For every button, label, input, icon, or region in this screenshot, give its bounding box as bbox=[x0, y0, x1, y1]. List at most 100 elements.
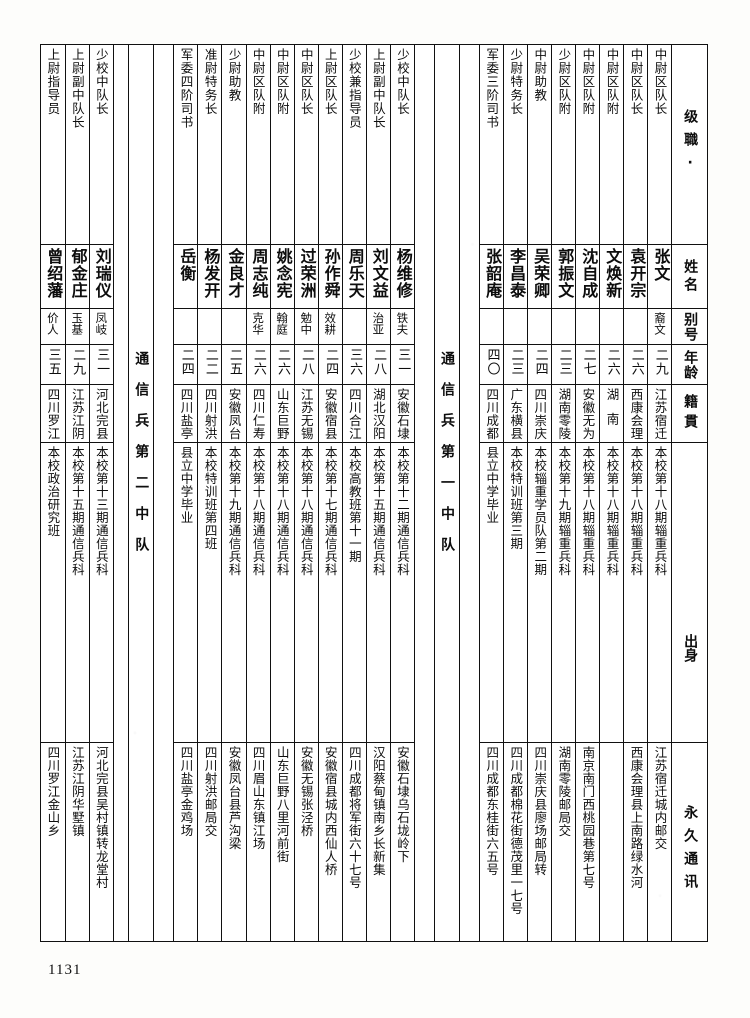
cell-origin: 本校第十九期辎重兵科 bbox=[552, 443, 576, 743]
cell-name: 郁金庄 bbox=[65, 245, 89, 309]
cell-alias bbox=[576, 309, 600, 345]
cell-native-place: 四川射洪 bbox=[198, 385, 222, 443]
roster-entry-column[interactable]: 中尉助教 吴荣卿 二四 四川崇庆 本校辎重学员队第二期 四川崇庆县廖场邮局转 bbox=[527, 45, 552, 941]
cell-alias bbox=[552, 309, 576, 345]
cell-name: 周志纯 bbox=[246, 245, 270, 309]
roster-entry-column[interactable]: 军委四阶司书 岳衡 二四 四川盐亭 县立中学毕业 四川盐亭金鸡场 bbox=[173, 45, 198, 941]
cell-age: 三六 bbox=[342, 345, 366, 385]
cell-origin: 本校第十五期通信兵科 bbox=[366, 443, 390, 743]
cell-rank: 上尉副中队长 bbox=[65, 45, 89, 245]
roster-entry-column[interactable]: 中尉区队附 文焕新 二六 湖南 本校第十八期辎重兵科 bbox=[599, 45, 624, 941]
cell-name: 刘瑞仪 bbox=[89, 245, 113, 309]
cell-age: 四〇 bbox=[480, 345, 504, 385]
cell-permanent-address: 四川成都东桂街六五号 bbox=[484, 746, 500, 876]
group-label: 通信兵第一中队 bbox=[438, 351, 455, 568]
cell-alias: 效耕 bbox=[318, 309, 342, 345]
cell-alias bbox=[624, 309, 648, 345]
cell-age: 二七 bbox=[576, 345, 600, 385]
cell-name: 吴荣卿 bbox=[528, 245, 552, 309]
cell-origin: 本校第十八期通信兵科 bbox=[246, 443, 270, 743]
cell-permanent-address bbox=[600, 743, 623, 941]
cell-native-place: 四川罗江 bbox=[40, 385, 65, 443]
roster-entry-column[interactable]: 少尉特务长 李昌泰 二三 广东横县 本校特训班第三期 四川成都棉花街德茂里一七号 bbox=[503, 45, 528, 941]
roster-entry-column[interactable]: 中尉区队长 袁开宗 二六 西康会理 本校第十八期辎重兵科 西康会理县上南路绿水河 bbox=[623, 45, 648, 941]
cell-age: 二八 bbox=[366, 345, 390, 385]
roster-entry-column[interactable]: 中尉区队附 沈自成 二七 安徽无为 本校第十八期辎重兵科 南京南门西桃园巷第七号 bbox=[575, 45, 600, 941]
cell-age: 二六 bbox=[600, 345, 624, 385]
cell-alias: 玉基 bbox=[65, 309, 89, 345]
cell-name: 孙作舜 bbox=[318, 245, 342, 309]
cell-origin: 本校第十八期辎重兵科 bbox=[600, 443, 624, 743]
cell-native-place: 湖南零陵 bbox=[552, 385, 576, 443]
cell-name: 沈自成 bbox=[576, 245, 600, 309]
cell-permanent-address: 四川罗江金山乡 bbox=[45, 746, 61, 837]
cell-origin: 本校政治研究班 bbox=[40, 443, 65, 743]
cell-rank: 上尉区队长 bbox=[318, 45, 342, 245]
cell-alias: 勉中 bbox=[294, 309, 318, 345]
roster-entry-column[interactable]: 少尉助教 金良才 二五 安徽凤台 本校第十九期通信兵科 安徽凤台县芦沟梁 bbox=[221, 45, 246, 941]
roster-entry-column[interactable]: 上尉副中队长 郁金庄 玉基 二九 江苏江阴 本校第十五期通信兵科 江苏江阴华墅镇 bbox=[64, 45, 89, 941]
cell-permanent-address: 安徽宿县城内西仙人桥 bbox=[322, 746, 338, 876]
roster-entry-column[interactable]: 少校中队长 杨维修 铁夫 三一 安徽石埭 本校第十二期通信兵科 安徽石埭乌石垅岭… bbox=[389, 45, 414, 941]
cell-origin: 本校第十八期辎重兵科 bbox=[576, 443, 600, 743]
roster-entry-column[interactable]: 上尉副中队长 刘文益 治亚 二八 湖北汉阳 本校第十五期通信兵科 汉阳蔡甸镇南乡… bbox=[365, 45, 390, 941]
cell-name: 张文 bbox=[648, 245, 672, 309]
row-header-origin: 出身 bbox=[672, 443, 707, 743]
cell-age: 二六 bbox=[270, 345, 294, 385]
roster-entry-column[interactable]: 中尉区队长 过荣洲 勉中 二八 江苏无锡 本校第十八期通信兵科 安徽无锡张泾桥 bbox=[293, 45, 318, 941]
cell-alias: 翰庭 bbox=[270, 309, 294, 345]
page-number: 1131 bbox=[48, 962, 82, 978]
roster-entry-column[interactable]: 中尉区队附 姚念宪 翰庭 二六 山东巨野 本校第十八期通信兵科 山东巨野八里河前… bbox=[269, 45, 294, 941]
cell-permanent-address: 四川射洪邮局交 bbox=[202, 746, 218, 837]
cell-age: 三一 bbox=[89, 345, 113, 385]
cell-origin: 本校第十八期通信兵科 bbox=[294, 443, 318, 743]
cell-rank: 少尉助教 bbox=[222, 45, 246, 245]
cell-age: 三一 bbox=[390, 345, 414, 385]
roster-entry-column[interactable]: 少校兼指导员 周乐天 三六 四川合江 本校高教班第十一期 四川成都将军街六十七号 bbox=[341, 45, 366, 941]
roster-entry-column[interactable]: 上尉区队长 孙作舜 效耕 二四 安徽宿县 本校第十七期通信兵科 安徽宿县城内西仙… bbox=[317, 45, 342, 941]
cell-permanent-address: 四川成都将军街六十七号 bbox=[346, 746, 362, 889]
roster-entry-column[interactable]: 上尉指导员 曾绍藩 价人 三五 四川罗江 本校政治研究班 四川罗江金山乡 bbox=[40, 45, 65, 941]
cell-permanent-address: 四川眉山东镇江场 bbox=[250, 746, 266, 850]
group-heading-communications-2nd-company: 通信兵第二中队 bbox=[128, 45, 153, 941]
cell-permanent-address: 汉阳蔡甸镇南乡长新集 bbox=[370, 746, 386, 876]
cell-alias: 凤岐 bbox=[89, 309, 113, 345]
cell-name: 过荣洲 bbox=[294, 245, 318, 309]
cell-permanent-address: 西康会理县上南路绿水河 bbox=[628, 746, 644, 889]
cell-origin: 本校辎重学员队第二期 bbox=[528, 443, 552, 743]
personnel-roster-table: 级職· 姓名 别号 年龄 籍貫 出身 永久通讯 中尉区队长 张文 裔文 二九 江… bbox=[40, 44, 708, 942]
group-label: 通信兵第二中队 bbox=[133, 351, 150, 568]
cell-native-place: 江苏无锡 bbox=[294, 385, 318, 443]
roster-entry-column[interactable]: 少尉区队附 郭振文 二三 湖南零陵 本校第十九期辎重兵科 湖南零陵邮局交 bbox=[551, 45, 576, 941]
roster-entry-column[interactable]: 准尉特务长 杨发开 二二 四川射洪 本校特训班第四班 四川射洪邮局交 bbox=[197, 45, 222, 941]
cell-rank: 上尉指导员 bbox=[40, 45, 65, 245]
cell-alias bbox=[222, 309, 246, 345]
cell-name: 杨维修 bbox=[390, 245, 414, 309]
roster-entry-column[interactable]: 中尉区队长 张文 裔文 二九 江苏宿迁 本校第十八期辎重兵科 江苏宿迁城内邮交 bbox=[647, 45, 672, 941]
cell-permanent-address: 四川崇庆县廖场邮局转 bbox=[532, 746, 548, 876]
cell-rank: 军委三阶司书 bbox=[480, 45, 504, 245]
cell-native-place: 山东巨野 bbox=[270, 385, 294, 443]
row-header-name: 姓名 bbox=[672, 245, 707, 309]
cell-rank: 少校中队长 bbox=[390, 45, 414, 245]
roster-entry-column[interactable]: 军委三阶司书 张韶庵 四〇 四川成都 县立中学毕业 四川成都东桂街六五号 bbox=[479, 45, 504, 941]
cell-origin: 本校第十八期辎重兵科 bbox=[648, 443, 672, 743]
spacer-column bbox=[458, 45, 479, 941]
cell-age: 二三 bbox=[552, 345, 576, 385]
cell-age: 二四 bbox=[318, 345, 342, 385]
roster-entry-column[interactable]: 中尉区队附 周志纯 克华 二六 四川仁寿 本校第十八期通信兵科 四川眉山东镇江场 bbox=[245, 45, 270, 941]
cell-rank: 少尉特务长 bbox=[504, 45, 528, 245]
cell-origin: 本校第十八期通信兵科 bbox=[270, 443, 294, 743]
cell-alias bbox=[198, 309, 222, 345]
cell-age: 二五 bbox=[222, 345, 246, 385]
cell-rank: 中尉区队长 bbox=[624, 45, 648, 245]
cell-permanent-address: 四川盐亭金鸡场 bbox=[178, 746, 194, 837]
cell-permanent-address: 江苏江阴华墅镇 bbox=[69, 746, 85, 837]
cell-native-place: 四川仁寿 bbox=[246, 385, 270, 443]
roster-entry-column[interactable]: 少校中队长 刘瑞仪 凤岐 三一 河北完县 本校第十三期通信兵科 河北完县吴村镇转… bbox=[88, 45, 113, 941]
cell-alias bbox=[504, 309, 528, 345]
cell-native-place: 安徽石埭 bbox=[390, 385, 414, 443]
group-heading-communications-1st-company: 通信兵第一中队 bbox=[434, 45, 459, 941]
cell-age: 三五 bbox=[40, 345, 65, 385]
cell-origin: 本校第十九期通信兵科 bbox=[222, 443, 246, 743]
